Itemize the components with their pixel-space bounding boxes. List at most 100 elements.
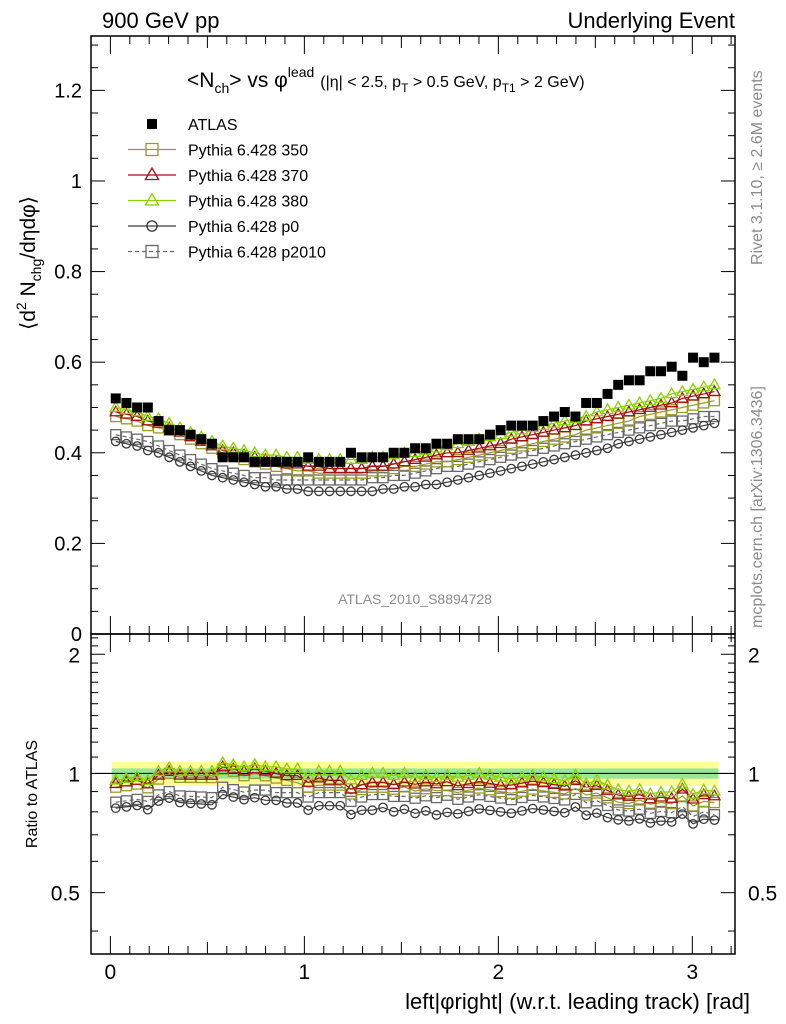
- ratio-point: [344, 782, 358, 794]
- ratio-point: [312, 770, 326, 783]
- ratio-point: [666, 817, 677, 827]
- ratio-point: [451, 778, 465, 791]
- data-point: [344, 461, 358, 474]
- data-point: [526, 427, 540, 440]
- data-point: [632, 402, 647, 415]
- data-point: [495, 466, 506, 476]
- data-point: [452, 434, 463, 445]
- ratio-point: [485, 805, 495, 816]
- data-point: [313, 456, 324, 467]
- data-point: [506, 420, 517, 431]
- data-point: [367, 486, 378, 497]
- ratio-point: [151, 764, 166, 777]
- ratio-point: [164, 793, 175, 803]
- ratio-point: [590, 773, 604, 785]
- ratio-point: [494, 792, 507, 804]
- data-point: [228, 452, 239, 463]
- ratio-y-tick-label: 2: [68, 644, 80, 667]
- ratio-point: [410, 808, 420, 819]
- ratio-point: [183, 768, 198, 780]
- ratio-point: [313, 800, 324, 811]
- data-point: [206, 462, 218, 475]
- ratio-point: [119, 771, 134, 783]
- data-point: [398, 469, 411, 482]
- ratio-point: [269, 759, 283, 772]
- ratio-point: [183, 764, 198, 776]
- ratio-point: [547, 777, 561, 789]
- ratio-point: [568, 768, 583, 780]
- data-point: [483, 438, 497, 451]
- data-point: [388, 447, 399, 458]
- ratio-point: [292, 798, 303, 808]
- data-point: [271, 456, 282, 467]
- ratio-point: [397, 775, 412, 787]
- ratio-point: [205, 768, 219, 780]
- ratio-point: [205, 764, 219, 776]
- ratio-point: [408, 777, 422, 789]
- data-point: [688, 352, 699, 363]
- ratio-point: [430, 785, 443, 797]
- data-point: [185, 429, 196, 440]
- ratio-point: [142, 804, 153, 815]
- data-point: [376, 459, 390, 471]
- data-point: [570, 450, 581, 460]
- ratio-point: [429, 770, 444, 783]
- data-point: [153, 416, 164, 427]
- data-point: [666, 404, 678, 416]
- legend-marker: [147, 119, 157, 129]
- data-point: [430, 456, 443, 468]
- ratio-point: [493, 778, 508, 790]
- ratio-point: [580, 789, 592, 801]
- main-y-axis-label: ⟨d2 Nchg/dηdφ⟩: [13, 196, 44, 330]
- ratio-point: [346, 809, 356, 820]
- data-point: [110, 429, 122, 441]
- header-energy: 900 GeV pp: [102, 8, 219, 33]
- ratio-point: [174, 790, 186, 802]
- ratio-point: [377, 788, 389, 801]
- data-point: [656, 429, 666, 440]
- data-point: [504, 425, 518, 437]
- ratio-point: [537, 791, 550, 803]
- data-point: [410, 481, 420, 492]
- ratio-point: [290, 761, 305, 774]
- main-axis-ticks: 0 0.2 0.4 0.6 0.8 1 1.2: [54, 36, 735, 646]
- data-point: [333, 461, 347, 474]
- ratio-point: [280, 761, 294, 774]
- data-point: [442, 477, 453, 488]
- data-point: [559, 452, 570, 463]
- x-tick-label: 1: [299, 961, 311, 984]
- data-point: [591, 445, 602, 456]
- data-point: [121, 397, 132, 408]
- ratio-point: [472, 766, 486, 778]
- data-point: [292, 456, 303, 467]
- ratio-point: [378, 802, 388, 813]
- ratio-point: [120, 795, 133, 807]
- data-point: [185, 461, 196, 472]
- ratio-point: [217, 781, 229, 793]
- data-point: [559, 407, 570, 418]
- data-point: [644, 408, 656, 420]
- x-axis-label: left|φright| (w.r.t. leading track) [rad…: [405, 989, 750, 1014]
- ratio-point: [153, 796, 164, 807]
- header-process: Underlying Event: [567, 8, 735, 33]
- ratio-point: [207, 799, 217, 810]
- data-point: [527, 444, 539, 457]
- data-point: [121, 438, 132, 449]
- data-point: [633, 410, 646, 423]
- data-point: [335, 456, 346, 467]
- ratio-point: [217, 789, 228, 800]
- ratio-point: [109, 773, 123, 785]
- ratio-series-pythia-6-428-p0: [110, 789, 720, 829]
- ratio-y-tick-label-right: 2: [748, 644, 760, 667]
- data-point: [600, 409, 615, 421]
- ratio-point: [365, 775, 379, 787]
- ratio-point: [408, 770, 422, 783]
- data-point: [302, 474, 314, 486]
- ratio-point: [431, 810, 442, 820]
- data-point: [505, 449, 517, 461]
- ratio-point: [109, 776, 123, 789]
- data-point: [462, 451, 475, 463]
- ratio-point: [110, 803, 121, 814]
- data-point: [654, 391, 668, 403]
- data-point: [485, 468, 495, 479]
